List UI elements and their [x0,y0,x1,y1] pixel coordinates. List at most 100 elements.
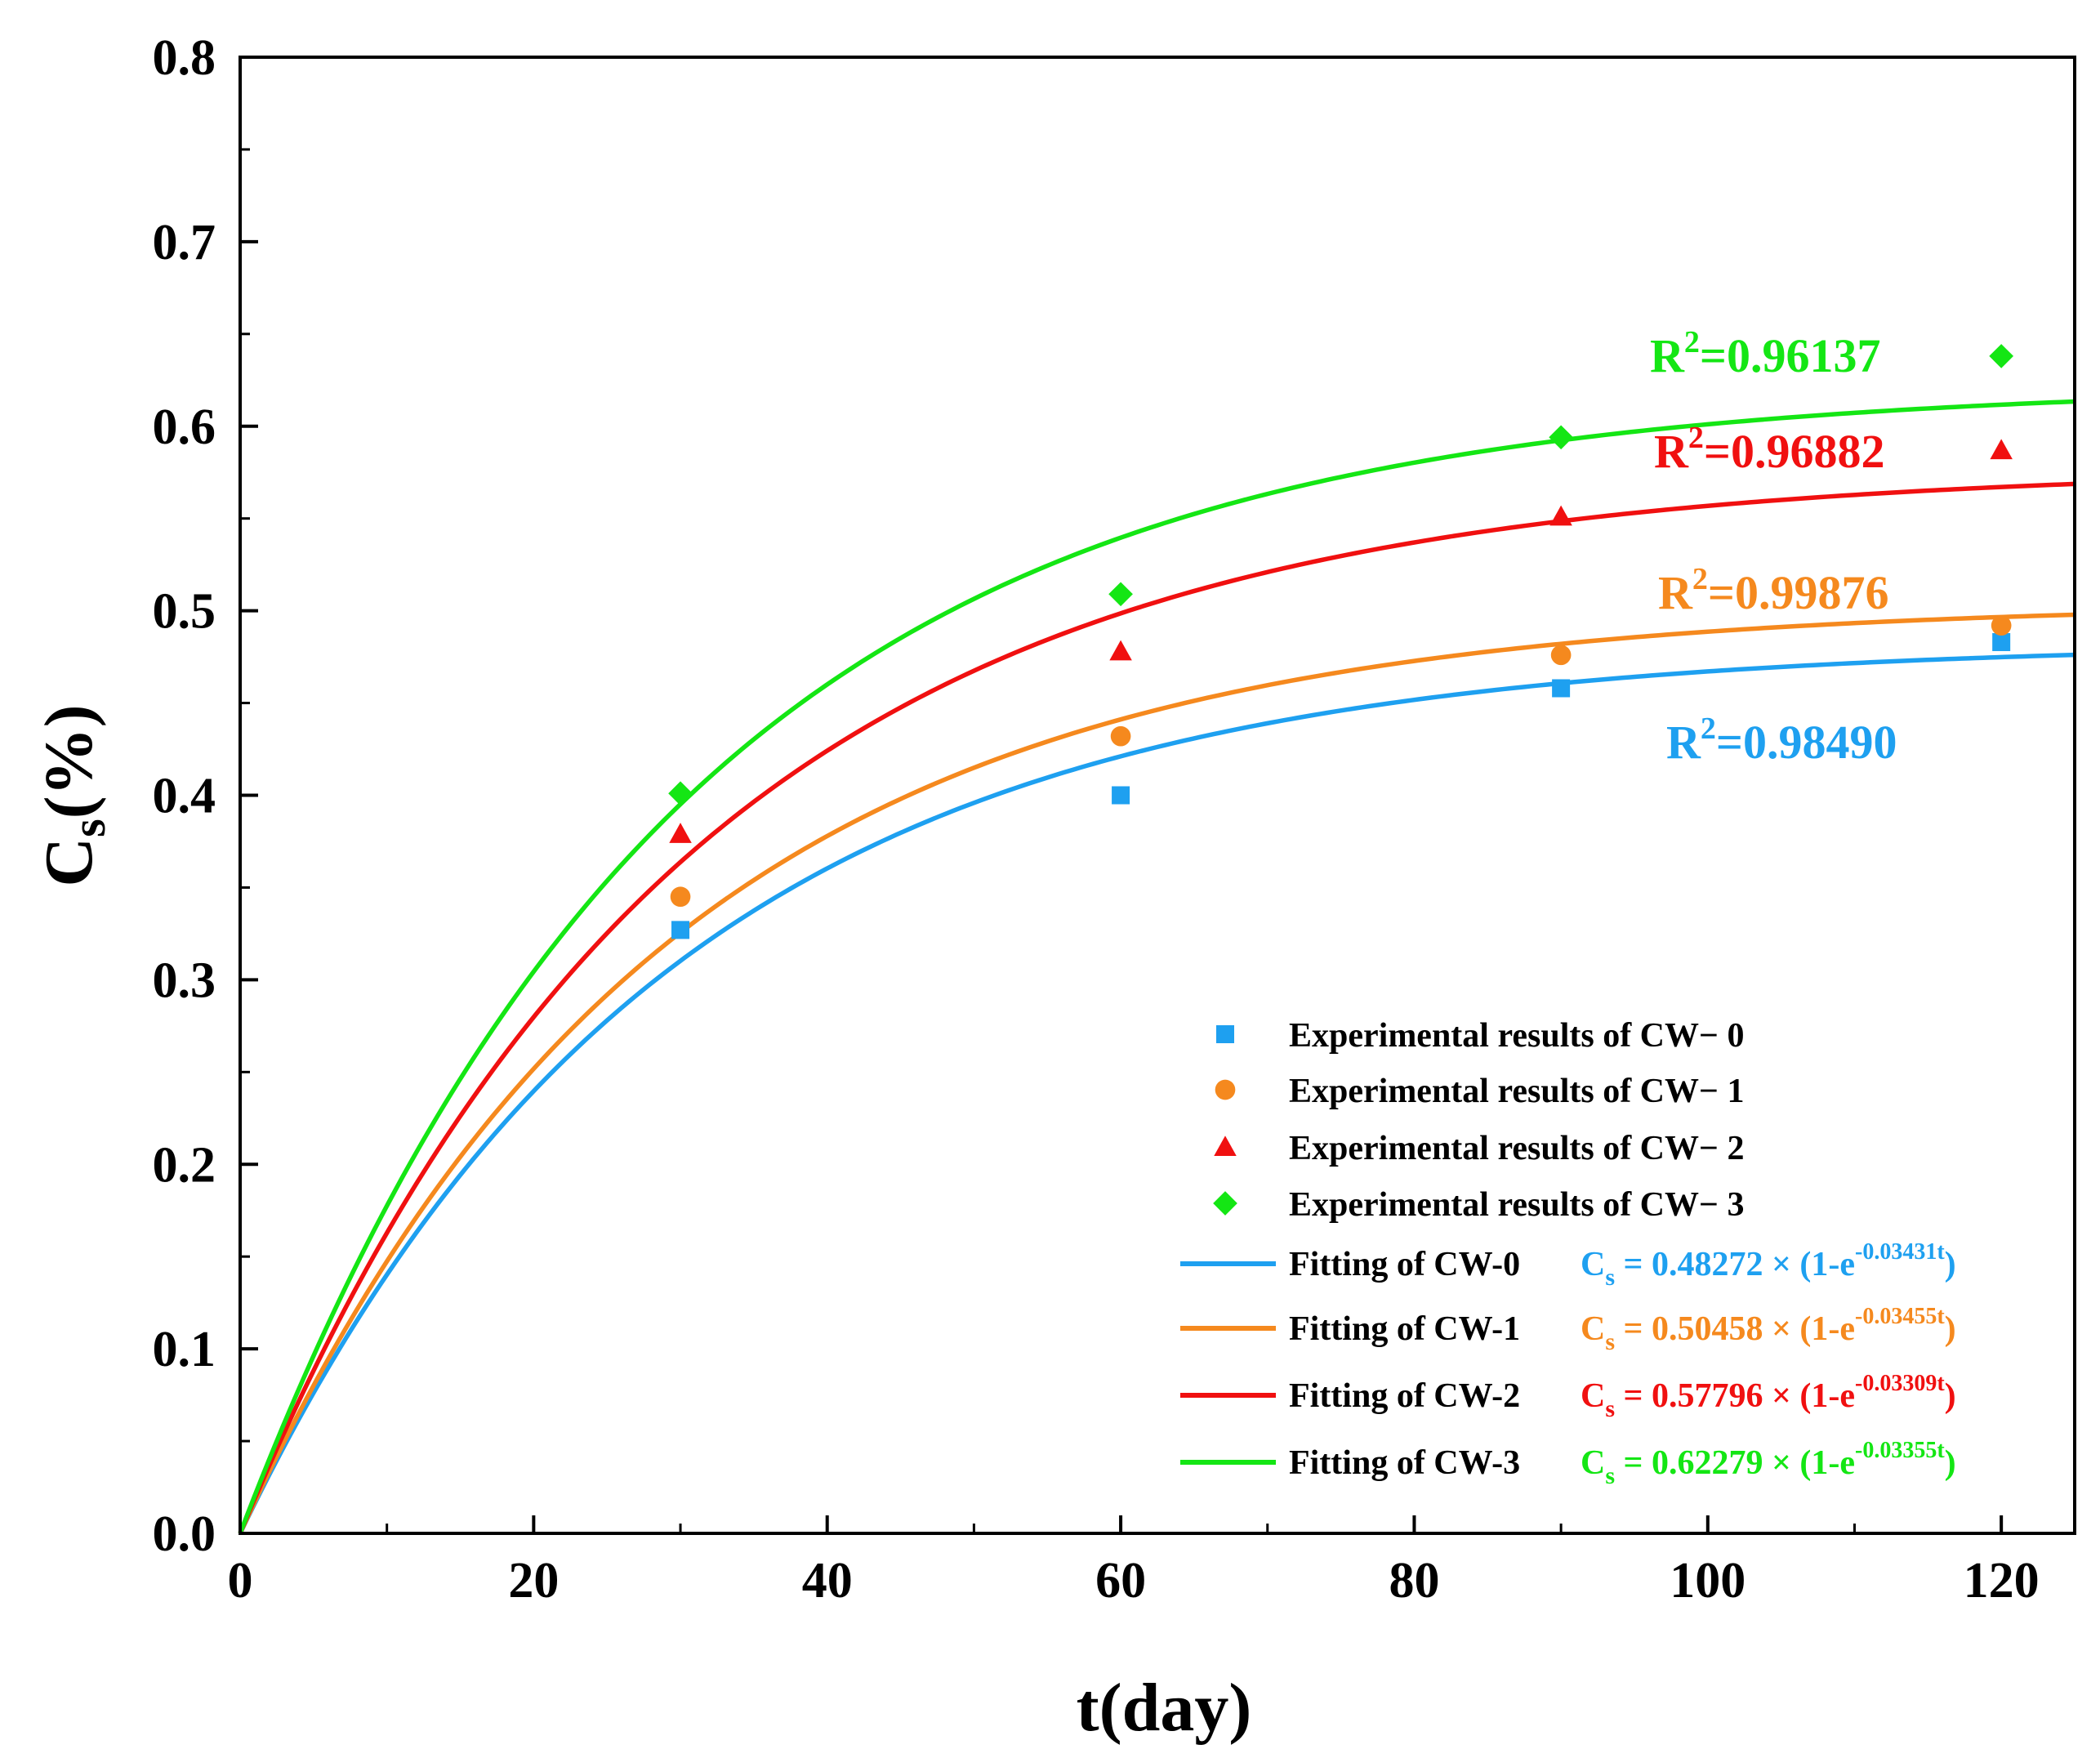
r-squared-superscript: 2 [1692,562,1708,596]
data-point-cw0-2 [1552,679,1571,698]
r-squared-symbol: R [1650,329,1685,382]
legend-marker-cw2 [1214,1136,1237,1156]
x-axis-title: t(day) [1077,1670,1252,1746]
y-tick-label: 0.4 [153,769,216,824]
data-point-cw1-1 [1110,725,1131,747]
data-point-cw2-1 [1109,640,1132,661]
legend-label-fit-cw3: Fitting of CW-3 [1289,1444,1520,1482]
equation-symbol: C [1581,1310,1605,1348]
equation-symbol: C [1581,1377,1605,1415]
y-axis-title-suffix: (%) [31,704,107,819]
legend: Experimental results of CW− 0 Experimenta… [1180,1017,1956,1489]
fit-curves [238,399,2075,1535]
r-squared-label-cw2: R2=0.96882 [1654,421,1884,478]
r-squared-symbol: R [1666,716,1701,769]
equation-close: ) [1945,1377,1956,1415]
r-squared-superscript: 2 [1684,325,1700,359]
data-point-cw1-0 [670,886,691,908]
fit-curve-cw1 [238,612,2075,1535]
equation-body: = 0.62279 × (1-e [1615,1444,1855,1482]
equation-exponent: -0.03355t [1855,1438,1945,1463]
legend-equation-cw1: Cs = 0.50458 × (1-e-0.03455t) [1581,1304,1956,1355]
x-tick-label: 100 [1670,1553,1746,1609]
x-tick-label: 120 [1964,1553,2040,1609]
r-squared-label-cw1: R2=0.99876 [1658,562,1888,619]
legend-label-points-cw3: Experimental results of CW− 3 [1289,1186,1744,1224]
equation-subscript: s [1605,1395,1615,1422]
legend-marker-cw3 [1213,1191,1237,1216]
data-point-cw2-3 [1990,439,2013,460]
equation-exponent: -0.03455t [1855,1304,1945,1329]
data-point-cw0-0 [671,921,690,939]
legend-equation-cw0: Cs = 0.48272 × (1-e-0.03431t) [1581,1239,1956,1291]
y-tick-label: 0.5 [153,584,216,640]
equation-body: = 0.57796 × (1-e [1615,1377,1855,1415]
legend-label-points-cw1: Experimental results of CW− 1 [1289,1073,1744,1110]
r-squared-superscript: 2 [1688,421,1704,455]
equation-body: = 0.48272 × (1-e [1615,1246,1855,1283]
data-point-cw3-1 [1108,582,1133,607]
legend-label-fit-cw0: Fitting of CW-0 [1289,1246,1520,1283]
equation-exponent: -0.03309t [1855,1371,1945,1396]
r-squared-value: =0.99876 [1708,566,1889,619]
x-tick-label: 60 [1095,1553,1146,1609]
y-tick-label: 0.2 [153,1137,216,1193]
data-point-cw1-2 [1550,645,1572,666]
legend-marker-cw0 [1216,1025,1234,1043]
r-squared-value: =0.96882 [1704,425,1885,478]
fit-curve-cw0 [238,652,2075,1535]
legend-label-points-cw2: Experimental results of CW− 2 [1289,1130,1744,1167]
legend-label-fit-cw2: Fitting of CW-2 [1289,1377,1520,1415]
r-squared-value: =0.96137 [1700,329,1881,382]
legend-label-points-cw0: Experimental results of CW− 0 [1289,1017,1744,1055]
y-tick-label: 0.1 [153,1322,216,1377]
data-point-cw2-0 [669,823,692,843]
y-axis-title: Cs(%) [31,704,115,886]
r-squared-value: =0.98490 [1716,716,1897,769]
equation-symbol: C [1581,1444,1605,1482]
x-tick-label: 20 [508,1553,559,1609]
r-squared-symbol: R [1654,425,1689,478]
legend-label-fit-cw1: Fitting of CW-1 [1289,1310,1520,1348]
fit-curve-cw2 [238,481,2075,1535]
equation-close: ) [1945,1444,1956,1482]
equation-symbol: C [1581,1246,1605,1283]
equation-subscript: s [1605,1264,1615,1291]
y-tick-label: 0.8 [153,30,216,86]
data-point-cw0-1 [1112,786,1130,805]
data-points [668,344,2014,939]
data-point-cw2-2 [1549,505,1572,526]
r-squared-label-cw0: R2=0.98490 [1666,712,1897,769]
y-tick-label: 0.0 [153,1506,216,1562]
legend-equation-cw3: Cs = 0.62279 × (1-e-0.03355t) [1581,1438,1956,1489]
r-squared-symbol: R [1658,566,1693,619]
data-point-cw3-0 [668,781,693,806]
r-squared-superscript: 2 [1701,712,1716,746]
equation-subscript: s [1605,1328,1615,1355]
equation-close: ) [1945,1310,1956,1348]
x-tick-label: 0 [228,1553,253,1609]
x-tick-label: 80 [1389,1553,1439,1609]
equation-body: = 0.50458 × (1-e [1615,1310,1855,1348]
y-axis-title-sub: s [62,819,115,837]
data-point-cw3-2 [1549,425,1573,450]
r-squared-label-cw3: R2=0.96137 [1650,325,1880,382]
y-tick-label: 0.7 [153,215,216,270]
y-tick-label: 0.3 [153,953,216,1008]
axes: 0 20 40 60 80 100 120 0.0 0.1 0.2 0.3 0.4 0.5 0.6 0.7 0… [31,30,2076,1746]
y-tick-label: 0.6 [153,399,216,455]
data-point-cw0-3 [1992,633,2011,652]
data-point-cw3-3 [1989,344,2014,368]
fit-curve-cw3 [238,399,2075,1534]
x-tick-label: 40 [802,1553,853,1609]
y-axis-title-main: C [31,837,107,887]
legend-marker-cw1 [1215,1079,1236,1100]
equation-close: ) [1945,1246,1956,1283]
equation-exponent: -0.03431t [1855,1239,1945,1265]
equation-subscript: s [1605,1462,1615,1489]
data-point-cw1-3 [1991,615,2012,636]
legend-equation-cw2: Cs = 0.57796 × (1-e-0.03309t) [1581,1371,1956,1422]
